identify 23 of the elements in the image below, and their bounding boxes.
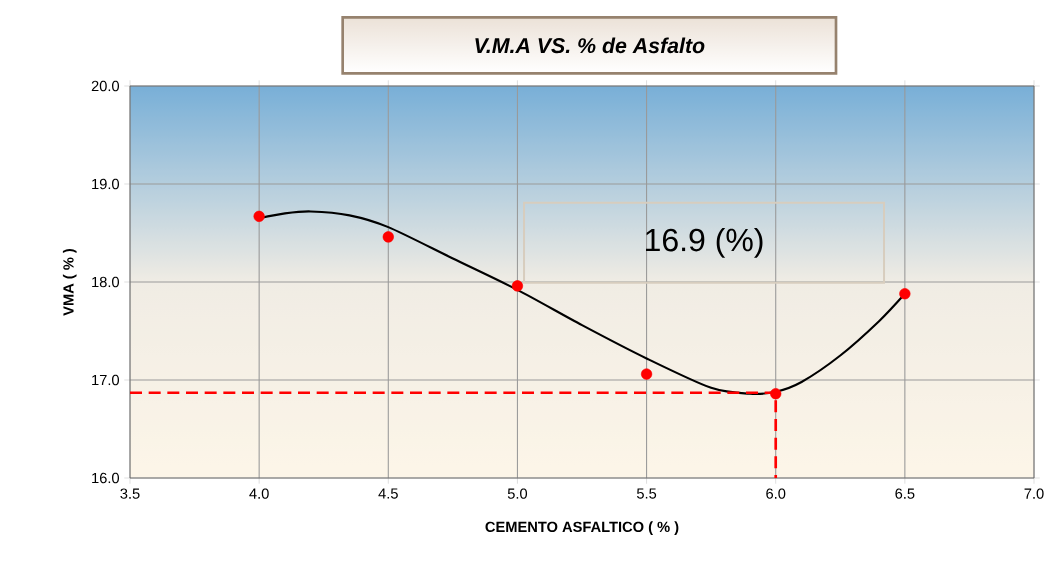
x-axis-title: CEMENTO ASFALTICO ( % ) bbox=[485, 521, 679, 535]
annotation: 16.9 (%) bbox=[646, 227, 763, 258]
x-tick-label: 5.5 bbox=[636, 488, 657, 499]
x-tick-label: 4.5 bbox=[378, 488, 398, 499]
y-tick-label: 16.0 bbox=[92, 472, 120, 484]
y-tick-label: 17.0 bbox=[92, 374, 120, 386]
x-tick-label: 5.0 bbox=[507, 488, 528, 499]
y-tick-label: 20.0 bbox=[91, 80, 120, 92]
chart-title: V.M.A VS. % de Asfalto bbox=[475, 37, 705, 54]
x-tick-label: 7.0 bbox=[1024, 488, 1044, 499]
x-tick-label: 6.5 bbox=[895, 488, 915, 499]
point bbox=[511, 280, 524, 292]
x-tick-label: 6.0 bbox=[766, 488, 786, 499]
y-axis-title: VMA ( % ) bbox=[62, 248, 77, 316]
point bbox=[770, 388, 782, 400]
x-tick-label: 3.5 bbox=[120, 488, 140, 499]
point bbox=[253, 210, 265, 222]
x-tick-label: 4.0 bbox=[249, 488, 269, 499]
point bbox=[899, 288, 911, 300]
point bbox=[640, 368, 653, 380]
y-tick-label: 18.0 bbox=[92, 276, 120, 288]
point bbox=[382, 231, 394, 243]
y-tick-label: 19.0 bbox=[92, 178, 120, 190]
